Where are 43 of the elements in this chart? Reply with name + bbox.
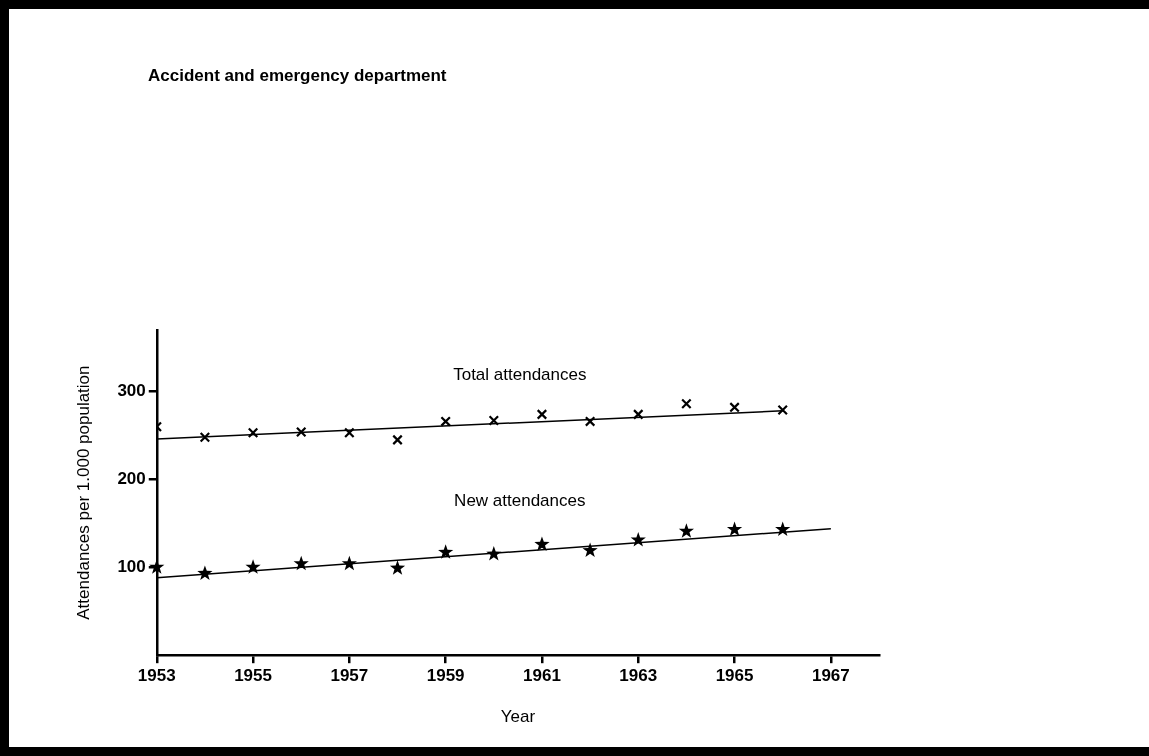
point	[392, 434, 403, 446]
point	[247, 427, 259, 439]
point	[440, 416, 451, 427]
point	[534, 536, 550, 551]
x-tick-label: 1967	[811, 666, 850, 686]
point	[344, 427, 355, 439]
point	[726, 521, 743, 536]
point	[486, 546, 502, 561]
point	[295, 426, 307, 438]
x-tick-label: 1953	[137, 666, 176, 686]
x-tick-label: 1955	[234, 666, 272, 686]
point	[341, 555, 357, 571]
point	[536, 409, 548, 420]
point	[149, 559, 165, 574]
point	[681, 398, 692, 410]
y-tick-label: 200	[117, 469, 146, 489]
x-tick-label: 1965	[715, 666, 754, 686]
y-tick-label: 300	[117, 381, 146, 401]
point	[438, 544, 454, 559]
point	[632, 409, 644, 420]
point	[488, 415, 500, 426]
x-tick-label: 1959	[426, 666, 465, 686]
point	[197, 565, 213, 580]
point	[389, 560, 406, 575]
x-tick-label: 1963	[619, 666, 658, 686]
point	[630, 532, 646, 547]
point	[777, 404, 789, 416]
point	[582, 542, 598, 558]
point	[245, 559, 261, 574]
point	[199, 431, 211, 443]
y-tick-label: 100	[117, 557, 146, 576]
point	[584, 416, 596, 427]
point	[775, 521, 791, 536]
x-axis-title: Year	[500, 707, 536, 727]
point	[678, 523, 695, 538]
series-label: Total attendances	[453, 364, 587, 384]
point	[293, 555, 309, 571]
series-label: New attendances	[454, 490, 586, 510]
x-tick-label: 1961	[523, 666, 561, 686]
y-axis-title: Attendances per 1.000 population	[73, 365, 93, 620]
x-tick-label: 1957	[330, 666, 369, 686]
point	[729, 402, 740, 413]
chart-title: Accident and emergency department	[148, 66, 447, 85]
